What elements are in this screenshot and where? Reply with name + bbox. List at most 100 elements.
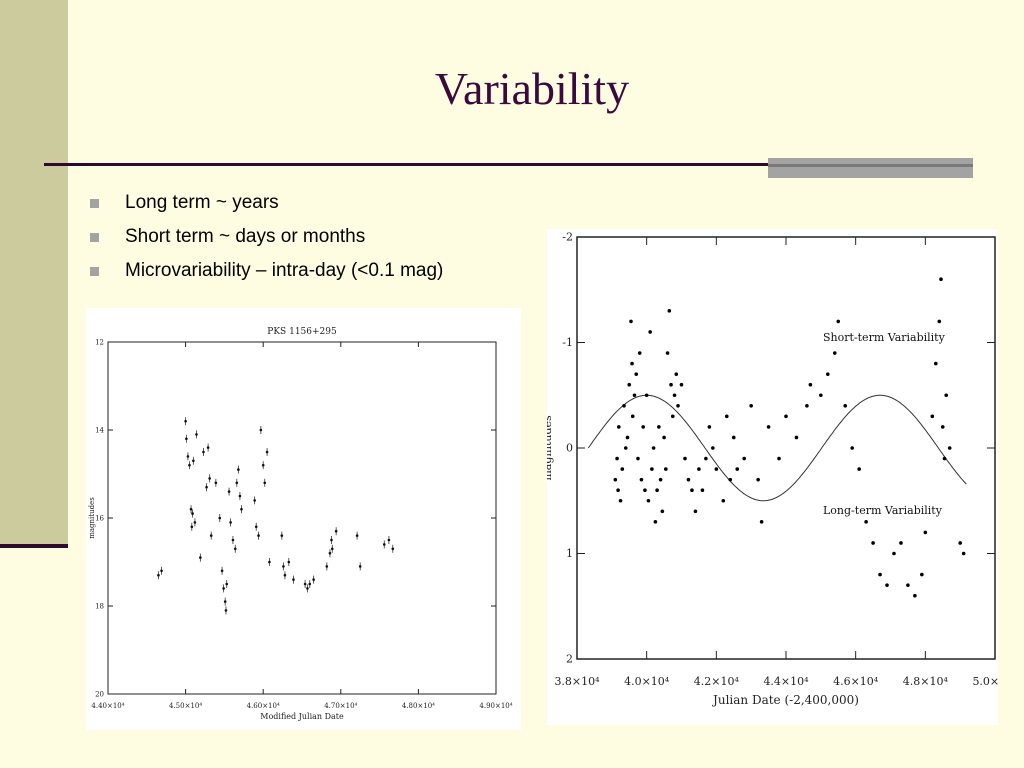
data-point [268,560,271,564]
data-point [637,351,642,355]
data-point [214,481,218,485]
x-tick-label: 4.80×10⁴ [402,702,435,710]
data-point [826,372,830,376]
data-point [330,547,334,551]
data-point [819,393,823,398]
data-point [805,404,809,408]
data-point [653,520,658,524]
data-point [223,600,227,603]
data-point [218,516,222,520]
data-point [330,538,333,542]
data-point [280,534,284,537]
data-point [257,534,260,537]
data-point [646,498,651,503]
data-point [721,498,726,503]
data-point [186,455,190,458]
data-point [193,521,197,524]
data-point [205,485,208,489]
data-point [933,361,938,366]
x-tick-label: 4.90×10⁴ [479,702,512,710]
data-point [292,578,295,581]
data-point [961,551,966,556]
data-point [229,521,232,524]
data-point [836,319,841,324]
data-point [617,425,621,429]
bullet-square-icon [90,199,99,208]
data-point [697,467,701,471]
data-point [672,393,677,398]
y-axis-label: magnitudes [88,497,96,539]
data-point [707,425,712,429]
data-point [227,490,231,493]
data-point [794,435,799,440]
x-tick-label: 4.50×10⁴ [169,702,202,710]
data-point [206,446,210,449]
data-point [674,372,679,376]
x-tick-label: 4.2×10⁴ [694,675,740,688]
data-point [683,456,687,461]
title-rule-accent-line [768,164,973,167]
y-tick-label: 18 [95,602,104,610]
data-point [190,525,194,529]
data-point [676,404,680,408]
data-point [864,520,868,524]
plot-frame [576,236,996,660]
data-point [735,467,740,471]
data-point [231,538,235,542]
data-point [651,446,656,450]
y-axis-label: magnitudes [547,415,554,481]
data-point [238,494,242,498]
data-point [644,393,649,398]
data-point [892,551,896,556]
bullet-item: Short term ~ days or months [88,220,443,254]
data-point [662,435,666,440]
sidebar-bar [0,0,68,548]
data-point [636,456,640,461]
data-point [303,582,307,586]
y-tick-label: -2 [562,231,573,244]
data-point [832,351,837,355]
data-point [930,414,935,419]
data-point [240,507,243,511]
data-point [355,534,359,537]
data-point [843,404,848,408]
data-point [632,393,637,398]
chart-panel-pks: PKS 1156+295 4.40×10⁴ 4.50×10⁴ 4.60×10⁴ 4.70… [86,308,521,730]
chart-panel-longterm: 3.8×10⁴ 4.0×10⁴ 4.2×10⁴ 4.4×10⁴ 4.6×10⁴ 4.8×1… [541,229,1018,725]
data-point [942,456,947,461]
data-point [325,565,329,568]
x-tick-label: 3.8×10⁴ [554,675,600,688]
data-point [766,425,771,429]
chart-title: PKS 1156+295 [267,327,337,337]
data-point [742,456,746,461]
data-point [958,541,962,545]
bullet-item: Long term ~ years [88,186,443,220]
y-tick-label: 20 [95,690,104,698]
data-point [283,573,287,577]
data-point [784,414,788,419]
data-point [358,565,362,568]
data-point [878,572,882,577]
data-point [222,587,225,590]
data-point [615,456,619,461]
data-point [220,569,224,573]
data-point [191,512,194,515]
data-point [660,509,665,514]
y-tick-label: 1 [566,547,573,560]
data-point [756,477,760,482]
chart-annotation: Long-term Variability [823,504,943,517]
bullet-square-icon [90,267,99,276]
data-point [923,530,928,535]
plot-frame [107,341,497,695]
data-point [686,477,691,482]
data-point [667,309,672,313]
bullet-square-icon [90,233,99,242]
data-point [670,414,675,419]
data-point [669,382,673,387]
data-point [906,583,910,587]
data-point [808,382,813,387]
data-point [693,509,698,514]
bullet-text: Short term ~ days or months [125,226,366,247]
data-point [627,382,632,387]
data-point [185,437,188,441]
